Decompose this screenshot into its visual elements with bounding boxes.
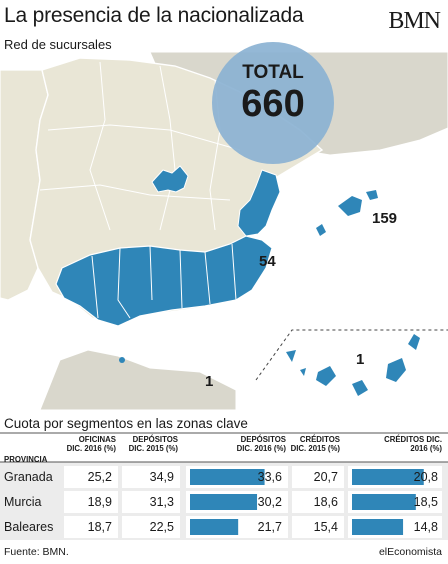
inset-border (255, 329, 448, 381)
cell-depositos-2015: 31,3 (149, 495, 174, 509)
table-section-title: Cuota por segmentos en las zonas clave (4, 416, 248, 431)
africa-area (39, 349, 237, 410)
canary-islands (286, 334, 420, 396)
cell-creditos-2015: 18,6 (313, 495, 338, 509)
menorca-island (366, 190, 378, 200)
cell-box-creditos_2015 (292, 466, 344, 488)
province-borders (39, 61, 241, 231)
total-circle: TOTAL 660 (212, 42, 334, 164)
cell-depositos-2016: 33,6 (257, 470, 282, 484)
cell-provincia: Murcia (4, 495, 42, 509)
footer-brand: elEconomista (378, 546, 442, 558)
ceuta-melilla-marker (119, 357, 125, 363)
canarias-count-label: 1 (356, 351, 365, 368)
ibiza-island (316, 224, 326, 236)
cell-box-oficinas_2016 (64, 466, 118, 488)
cell-box-creditos_2015 (292, 516, 344, 538)
bar-creditos-2016 (352, 494, 416, 510)
header-oficinas-2016: OFICINAS DIC. 2016 (%) (66, 435, 116, 453)
total-label: TOTAL (242, 62, 304, 83)
cell-creditos-2016: 20,8 (413, 470, 438, 484)
cell-depositos-2016: 21,7 (257, 520, 282, 534)
market-share-table: PROVINCIA OFICINAS DIC. 2016 (%) DEPÓSIT… (0, 432, 448, 540)
bar-creditos-2016 (352, 519, 404, 535)
bar-depositos-2016 (190, 469, 265, 485)
header-depositos-2015: DEPÓSITOS DIC. 2015 (%) (128, 435, 178, 453)
cell-depositos-2016: 30,2 (257, 495, 282, 509)
melilla-count-label: 1 (205, 373, 214, 390)
chart-title: La presencia de la nacionalizada (4, 4, 304, 27)
madrid-region (151, 165, 189, 193)
bar-depositos-2016 (190, 519, 239, 535)
cell-depositos-2015: 34,9 (149, 470, 174, 484)
header-depositos-2016: DEPÓSITOS DIC. 2016 (%) (236, 435, 286, 453)
andalucia-murcia-region (55, 235, 273, 327)
murcia-count-label: 54 (259, 253, 276, 270)
cell-box-depositos_2015 (122, 491, 180, 513)
cell-box-creditos_2015 (292, 491, 344, 513)
bmn-logo: BMN (388, 8, 441, 34)
cell-box-depositos_2015 (122, 516, 180, 538)
cell-box-oficinas_2016 (64, 516, 118, 538)
cell-creditos-2016: 14,8 (413, 520, 438, 534)
valencia-region (237, 169, 281, 237)
cell-creditos-2016: 18,5 (413, 495, 438, 509)
cell-depositos-2015: 22,5 (149, 520, 174, 534)
map-subtitle: Red de sucursales (4, 37, 112, 52)
total-value: 660 (241, 83, 305, 125)
bar-depositos-2016 (190, 494, 258, 510)
cell-box-depositos_2015 (122, 466, 180, 488)
mallorca-island (338, 196, 362, 216)
cell-provincia: Granada (4, 470, 53, 484)
cell-oficinas-2016: 25,2 (87, 470, 112, 484)
header-creditos-2016: CRÉDITOS DIC. 2016 (%) (384, 435, 442, 453)
baleares-count-label: 159 (372, 210, 398, 227)
cell-creditos-2015: 20,7 (313, 470, 338, 484)
footer-source: Fuente: BMN. (4, 546, 69, 558)
header-provincia: PROVINCIA (4, 455, 48, 464)
header-creditos-2015: CRÉDITOS DIC. 2015 (%) (290, 435, 340, 453)
bar-creditos-2016 (352, 469, 424, 485)
cell-provincia: Baleares (4, 520, 54, 534)
table-cells-and-bars (64, 466, 442, 538)
cell-creditos-2015: 15,4 (313, 520, 338, 534)
cell-oficinas-2016: 18,9 (87, 495, 112, 509)
cell-box-oficinas_2016 (64, 491, 118, 513)
cell-oficinas-2016: 18,7 (87, 520, 112, 534)
